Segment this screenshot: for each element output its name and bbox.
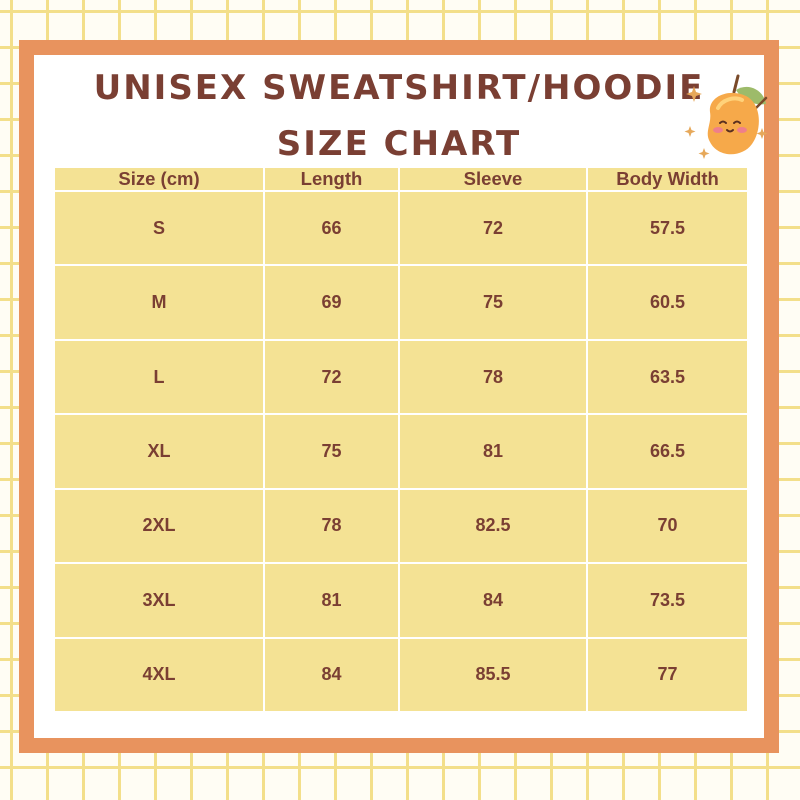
page-title: UNISEX SWEATSHIRT/HOODIE SIZE CHART <box>34 60 764 172</box>
cell-size: M <box>53 264 265 341</box>
table-row: M 69 75 60.5 <box>53 264 749 341</box>
cell-body-width: 57.5 <box>586 189 749 267</box>
cell-body-width: 77 <box>586 636 749 714</box>
header-length: Length <box>263 166 400 192</box>
table-row: 4XL 84 85.5 77 <box>53 636 749 714</box>
cell-body-width: 63.5 <box>586 338 749 416</box>
cell-length: 66 <box>263 189 400 267</box>
cell-size: 4XL <box>53 636 265 714</box>
cell-size: 3XL <box>53 562 265 639</box>
table-row: L 72 78 63.5 <box>53 338 749 416</box>
cell-length: 84 <box>263 636 400 714</box>
table-row: S 66 72 57.5 <box>53 189 749 267</box>
table-row: 2XL 78 82.5 70 <box>53 487 749 565</box>
cell-sleeve: 72 <box>398 189 588 267</box>
cell-length: 81 <box>263 562 400 639</box>
cell-size: L <box>53 338 265 416</box>
size-table: Size (cm) Length Sleeve Body Width S 66 … <box>53 166 749 714</box>
header-sleeve: Sleeve <box>398 166 588 192</box>
table-header-row: Size (cm) Length Sleeve Body Width <box>53 166 749 192</box>
cell-length: 69 <box>263 264 400 341</box>
cell-sleeve: 81 <box>398 413 588 490</box>
cell-body-width: 73.5 <box>586 562 749 639</box>
table-row: XL 75 81 66.5 <box>53 413 749 490</box>
cell-length: 78 <box>263 487 400 565</box>
cell-size: S <box>53 189 265 267</box>
cell-sleeve: 78 <box>398 338 588 416</box>
header-size: Size (cm) <box>53 166 265 192</box>
cell-size: XL <box>53 413 265 490</box>
table-row: 3XL 81 84 73.5 <box>53 562 749 639</box>
cell-length: 75 <box>263 413 400 490</box>
cell-sleeve: 75 <box>398 264 588 341</box>
header-body-width: Body Width <box>586 166 749 192</box>
cell-body-width: 66.5 <box>586 413 749 490</box>
cell-sleeve: 84 <box>398 562 588 639</box>
cell-length: 72 <box>263 338 400 416</box>
title-line-2: SIZE CHART <box>276 124 522 164</box>
cell-body-width: 70 <box>586 487 749 565</box>
cell-sleeve: 85.5 <box>398 636 588 714</box>
cell-body-width: 60.5 <box>586 264 749 341</box>
title-line-1: UNISEX SWEATSHIRT/HOODIE <box>93 68 705 108</box>
mango-mascot-icon <box>684 74 768 159</box>
cell-size: 2XL <box>53 487 265 565</box>
cell-sleeve: 82.5 <box>398 487 588 565</box>
